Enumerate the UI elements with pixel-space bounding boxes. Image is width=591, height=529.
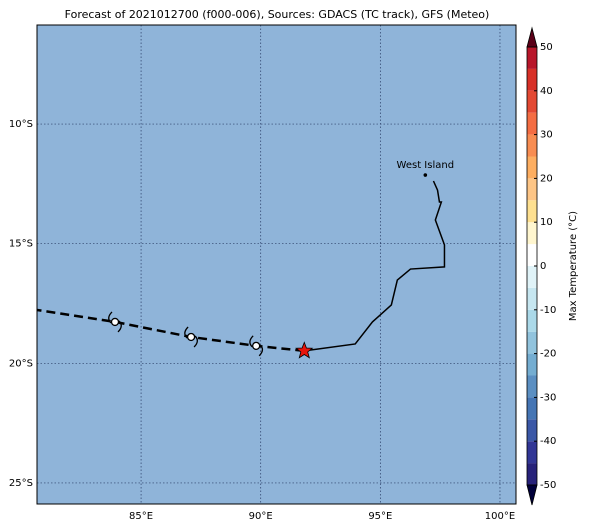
cyclone-symbol: [249, 335, 264, 357]
colorbar-tick-label: -10: [540, 305, 556, 316]
y-tick-label: 20°S: [9, 358, 33, 369]
colorbar-band: [527, 309, 537, 332]
colorbar-band: [527, 244, 537, 266]
colorbar-band: [527, 331, 537, 354]
colorbar-band: [527, 222, 537, 245]
colorbar-extend-over: [526, 26, 538, 48]
observed-track: [304, 180, 446, 352]
place-label: West Island: [397, 160, 455, 171]
colorbar-tick-label: 10: [540, 217, 553, 228]
colorbar-band: [527, 353, 537, 376]
colorbar-band: [527, 90, 537, 113]
colorbar-band: [527, 68, 537, 91]
cyclone-eye: [252, 341, 261, 350]
colorbar-band: [527, 178, 537, 201]
colorbar-extend-under: [526, 484, 538, 506]
cyclone-arm: [258, 344, 264, 357]
cyclone-eye: [186, 332, 196, 342]
colorbar-tick-label: -50: [540, 480, 556, 491]
colorbar-label: Max Temperature (°C): [568, 211, 579, 321]
y-tick-label: 15°S: [9, 239, 33, 250]
cyclone-symbol: [108, 311, 122, 333]
map-title: Forecast of 2021012700 (f000-006), Sourc…: [65, 8, 490, 21]
colorbar-band: [527, 441, 537, 464]
colorbar-band: [527, 287, 537, 310]
colorbar-band: [527, 112, 537, 135]
colorbar-tick-label: 50: [540, 42, 553, 53]
colorbar-band: [527, 134, 537, 157]
cyclone-arm: [193, 335, 198, 348]
colorbar-band: [527, 47, 537, 69]
cyclone-arm: [108, 311, 113, 324]
colorbar-band: [527, 266, 537, 288]
x-tick-label: 100°E: [485, 511, 515, 522]
colorbar-tick-label: 20: [540, 173, 553, 184]
x-tick-label: 95°E: [368, 511, 392, 522]
colorbar-band: [527, 156, 537, 179]
cyclone-arm: [184, 326, 189, 339]
place-dot: [423, 173, 428, 177]
map-layer: West Island: [37, 160, 455, 359]
cyclone-arm: [117, 320, 122, 333]
current-position: [295, 341, 314, 359]
ocean: [37, 25, 516, 504]
colorbar-band: [527, 200, 537, 223]
y-tick-label: 10°S: [9, 119, 33, 130]
colorbar-band: [527, 397, 537, 420]
colorbar-band: [527, 375, 537, 398]
colorbar-tick-label: -20: [540, 349, 556, 360]
cyclone-arm: [249, 335, 254, 348]
colorbar-band: [527, 463, 537, 485]
colorbar-band: [527, 419, 537, 442]
colorbar-tick-label: 0: [540, 261, 546, 272]
cyclone-symbol: [184, 326, 198, 348]
x-tick-label: 85°E: [129, 511, 153, 522]
colorbar-tick-label: -30: [540, 392, 556, 403]
colorbar-tick-label: 40: [540, 86, 553, 97]
cyclone-eye: [110, 317, 120, 327]
map-frame: [36, 24, 517, 505]
y-tick-label: 25°S: [9, 478, 33, 489]
colorbar-tick-label: -40: [540, 436, 556, 447]
colorbar-tick-label: 30: [540, 130, 553, 141]
x-tick-label: 90°E: [249, 511, 273, 522]
